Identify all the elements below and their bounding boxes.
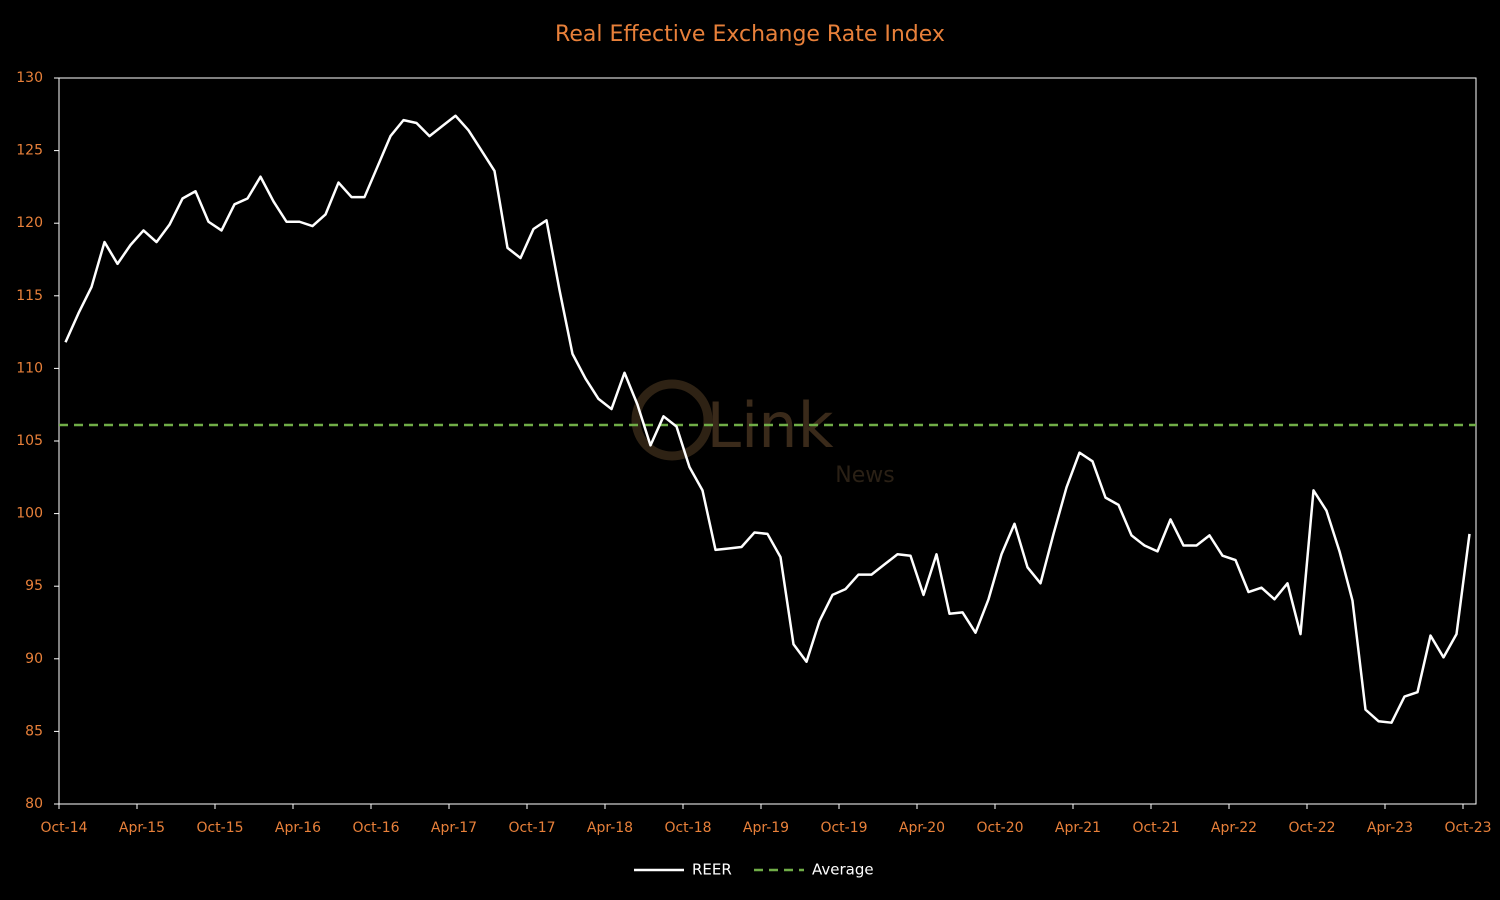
watermark-logo — [631, 379, 713, 461]
x-tick-label: Apr-22 — [1211, 820, 1257, 836]
y-tick-label: 125 — [16, 143, 43, 159]
chart-title: Real Effective Exchange Rate Index — [555, 22, 945, 47]
x-tick-label: Oct-17 — [508, 820, 555, 836]
x-tick-label: Apr-20 — [899, 820, 945, 836]
x-tick-label: Oct-18 — [664, 820, 711, 836]
legend-label: REER — [692, 861, 732, 879]
reer-line — [64, 114, 1471, 724]
y-tick-label: 80 — [25, 796, 43, 812]
y-tick-label: 130 — [16, 70, 43, 86]
x-tick-label: Apr-15 — [119, 820, 165, 836]
x-tick-label: Oct-15 — [196, 820, 243, 836]
y-tick-label: 105 — [16, 433, 43, 449]
legend-label: Average — [812, 861, 874, 879]
x-tick-label: Oct-22 — [1288, 820, 1335, 836]
x-tick-label: Apr-17 — [431, 820, 477, 836]
y-tick-label: 115 — [16, 288, 43, 304]
y-tick-label: 100 — [16, 506, 43, 522]
watermark: News — [835, 463, 894, 488]
x-tick-label: Oct-19 — [820, 820, 867, 836]
x-tick-label: Oct-14 — [40, 820, 87, 836]
x-tick-label: Oct-20 — [976, 820, 1023, 836]
x-tick-label: Apr-19 — [743, 820, 789, 836]
x-tick-label: Apr-23 — [1367, 820, 1413, 836]
y-tick-label: 120 — [16, 215, 43, 231]
y-tick-label: 110 — [16, 360, 43, 376]
x-tick-label: Apr-18 — [587, 820, 633, 836]
x-tick-label: Oct-16 — [352, 820, 399, 836]
x-tick-label: Apr-21 — [1055, 820, 1101, 836]
x-tick-label: Oct-23 — [1444, 820, 1491, 836]
y-tick-label: 85 — [25, 723, 43, 739]
y-tick-label: 95 — [25, 578, 43, 594]
y-tick-label: 90 — [25, 651, 43, 667]
x-tick-label: Apr-16 — [275, 820, 321, 836]
x-tick-label: Oct-21 — [1132, 820, 1179, 836]
